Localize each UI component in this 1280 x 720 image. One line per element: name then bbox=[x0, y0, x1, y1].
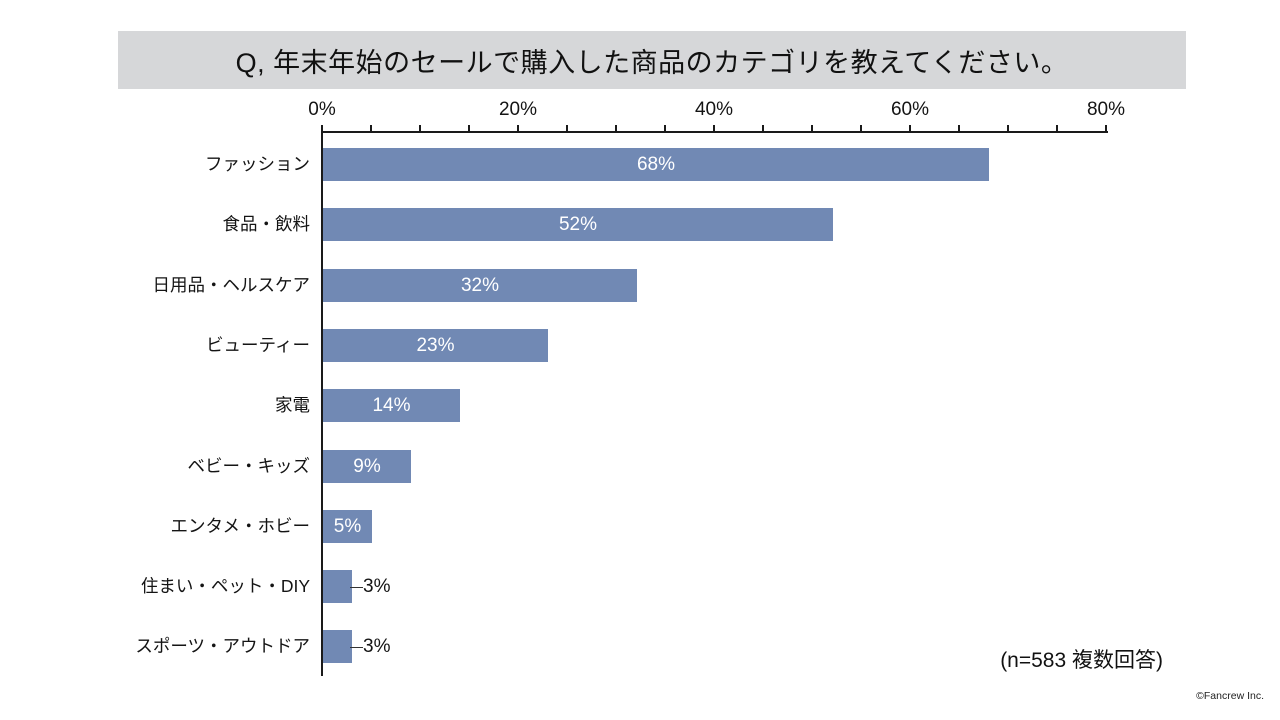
bar-7: 5% bbox=[323, 510, 372, 543]
category-label: 食品・飲料 bbox=[222, 214, 311, 234]
category-label: エンタメ・ホビー bbox=[170, 516, 310, 536]
value-label-leader-line bbox=[350, 646, 363, 648]
category-label: 住まい・ペット・DIY bbox=[140, 576, 310, 596]
x-axis-tick bbox=[1007, 125, 1009, 133]
x-axis-tick-label: 60% bbox=[890, 99, 930, 120]
bar-value-label: 5% bbox=[333, 515, 362, 537]
bar-3: 32% bbox=[323, 269, 637, 302]
bar-1: 68% bbox=[323, 148, 989, 181]
bar-4: 23% bbox=[323, 329, 548, 362]
copyright-text: ©Fancrew Inc. bbox=[1196, 690, 1264, 702]
value-label-leader-line bbox=[350, 586, 363, 588]
x-axis-tick bbox=[615, 125, 617, 133]
x-axis-tick bbox=[419, 125, 421, 133]
x-axis-tick bbox=[762, 125, 764, 133]
bar-value-label: 3% bbox=[363, 576, 391, 597]
x-axis-tick-label: 80% bbox=[1086, 99, 1126, 120]
bar-value-label: 9% bbox=[353, 455, 381, 477]
category-label: ベビー・キッズ bbox=[187, 456, 311, 476]
x-axis-tick bbox=[860, 125, 862, 133]
category-label: 日用品・ヘルスケア bbox=[152, 275, 311, 295]
bar-value-label: 23% bbox=[416, 334, 455, 356]
x-axis-tick bbox=[1105, 125, 1107, 133]
x-axis-tick bbox=[811, 125, 813, 133]
bar-value-label: 14% bbox=[372, 394, 411, 416]
question-title: Q, 年末年始のセールで購入した商品のカテゴリを教えてください。 bbox=[235, 47, 1069, 78]
category-label: スポーツ・アウトドア bbox=[135, 636, 310, 656]
x-axis-tick bbox=[713, 125, 715, 133]
x-axis-tick bbox=[321, 125, 323, 133]
sample-size-note: (n=583 複数回答) bbox=[1000, 649, 1163, 672]
bar-value-label: 68% bbox=[636, 153, 676, 175]
x-axis-tick bbox=[664, 125, 666, 133]
bar-9 bbox=[323, 630, 352, 663]
category-label: 家電 bbox=[275, 395, 310, 415]
bar-6: 9% bbox=[323, 450, 411, 483]
x-axis-tick bbox=[468, 125, 470, 133]
category-label: ビューティー bbox=[206, 335, 310, 355]
x-axis-tick bbox=[370, 125, 372, 133]
x-axis-tick bbox=[909, 125, 911, 133]
x-axis-tick bbox=[517, 125, 519, 133]
x-axis-tick-label: 0% bbox=[308, 99, 336, 120]
bar-value-label: 3% bbox=[363, 636, 391, 657]
x-axis-tick bbox=[958, 125, 960, 133]
bar-8 bbox=[323, 570, 352, 603]
x-axis-line bbox=[322, 131, 1108, 133]
x-axis-tick bbox=[566, 125, 568, 133]
bar-2: 52% bbox=[323, 208, 833, 241]
y-axis-line bbox=[321, 125, 323, 676]
x-axis-tick bbox=[1056, 125, 1058, 133]
category-label: ファッション bbox=[205, 154, 310, 174]
question-title-bar: Q, 年末年始のセールで購入した商品のカテゴリを教えてください。 bbox=[118, 31, 1186, 89]
bar-value-label: 52% bbox=[558, 213, 598, 235]
bar-5: 14% bbox=[323, 389, 460, 422]
x-axis-tick-label: 40% bbox=[694, 99, 734, 120]
bar-value-label: 32% bbox=[460, 274, 500, 296]
x-axis-tick-label: 20% bbox=[498, 99, 538, 120]
